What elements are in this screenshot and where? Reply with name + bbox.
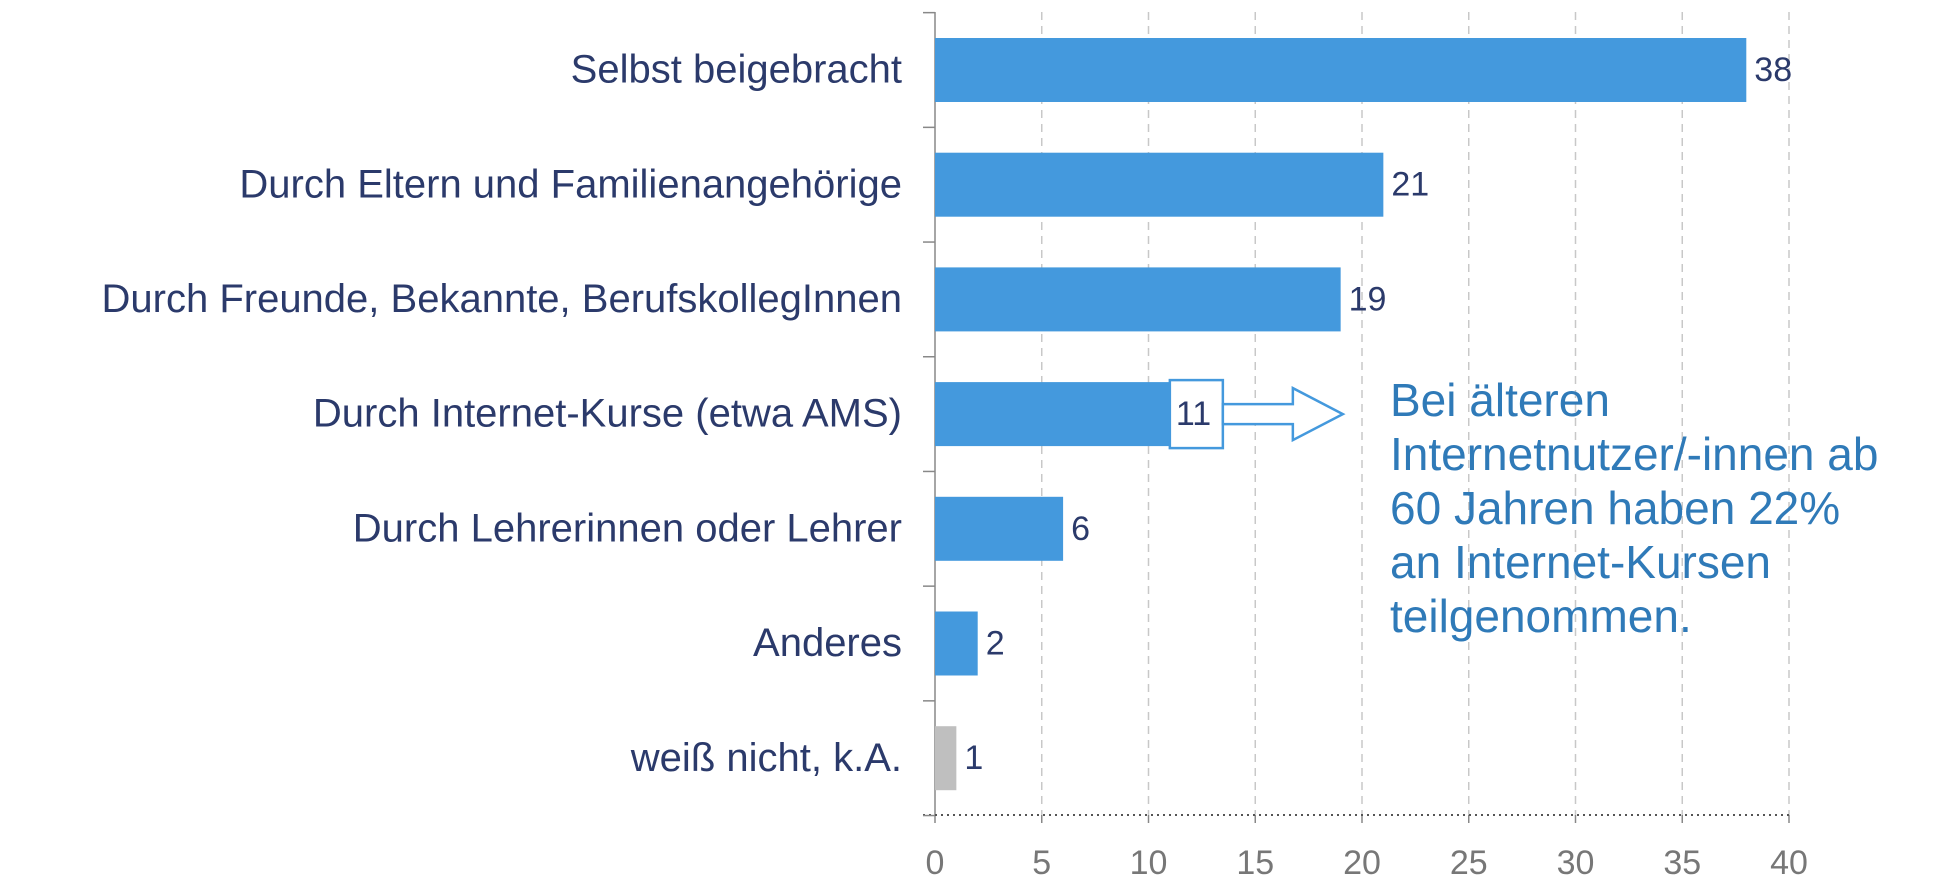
highlight-box (1168, 378, 1225, 450)
annotation: Internetnutzer/-innen ab (1390, 428, 1878, 480)
y-tick-label: Anderes (753, 621, 902, 665)
x-tick-label: 40 (1770, 844, 1808, 882)
value-label: 38 (1754, 51, 1792, 89)
value-label: 2 (986, 624, 1005, 662)
value-label: 21 (1391, 166, 1429, 204)
value-label: 11 (1176, 395, 1211, 433)
x-tick-label: 10 (1130, 844, 1168, 882)
y-tick-label: Durch Eltern und Familienangehörige (239, 162, 902, 206)
x-tick-label: 35 (1663, 844, 1701, 882)
bar (935, 152, 1384, 217)
bar (935, 611, 978, 676)
bar (935, 382, 1170, 447)
x-tick-label: 15 (1236, 844, 1274, 882)
x-tick-label: 5 (1032, 844, 1051, 882)
x-tick-label: 0 (926, 844, 945, 882)
value-label: 19 (1349, 280, 1387, 318)
bar (935, 267, 1341, 332)
y-tick-label: weiß nicht, k.A. (630, 736, 902, 780)
bar (935, 726, 957, 791)
y-tick-label: Durch Freunde, Bekannte, BerufskollegInn… (102, 277, 903, 321)
annotation: teilgenommen. (1390, 590, 1692, 642)
value-label: 6 (1071, 510, 1090, 548)
y-tick-label: Durch Lehrerinnen oder Lehrer (353, 506, 902, 550)
x-tick-label: 20 (1343, 844, 1381, 882)
y-tick-label: Durch Internet-Kurse (etwa AMS) (313, 392, 902, 436)
bar (935, 38, 1747, 102)
x-tick-label: 25 (1450, 844, 1488, 882)
annotation: Bei älteren (1390, 374, 1610, 426)
bar (935, 496, 1064, 561)
annotation: 60 Jahren haben 22% (1390, 482, 1840, 534)
y-tick-label: Selbst beigebracht (571, 48, 902, 92)
arrow (1221, 386, 1346, 443)
annotation: an Internet-Kursen (1390, 536, 1771, 588)
x-tick-label: 30 (1557, 844, 1595, 882)
value-label: 1 (964, 739, 983, 777)
